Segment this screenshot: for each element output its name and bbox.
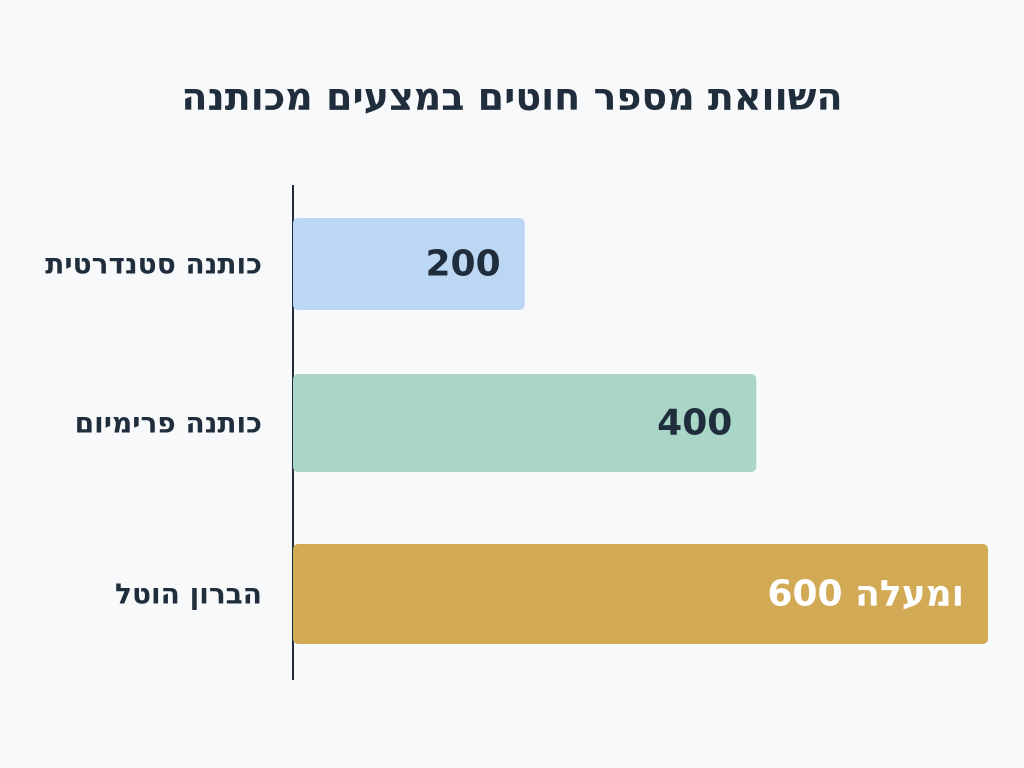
category-label-2: כותנה פרימיום — [75, 407, 262, 440]
category-label-1: כותנה סטנדרטית — [45, 248, 262, 281]
bar-3 — [293, 544, 988, 644]
bar-2 — [293, 374, 757, 472]
chart-title: השוואת מספר חוטים במצעים מכותנה — [181, 75, 842, 119]
bars: כותנה סטנדרטית 200 כותנה פרימיום 400 הברון ה… — [45, 218, 988, 644]
category-label-3: הברון הוטל — [115, 578, 262, 611]
value-label-3: 600 ומעלה — [767, 574, 964, 615]
bar-1 — [293, 218, 525, 310]
value-label-2: 400 — [657, 403, 732, 444]
value-label-1: 200 — [426, 244, 501, 285]
